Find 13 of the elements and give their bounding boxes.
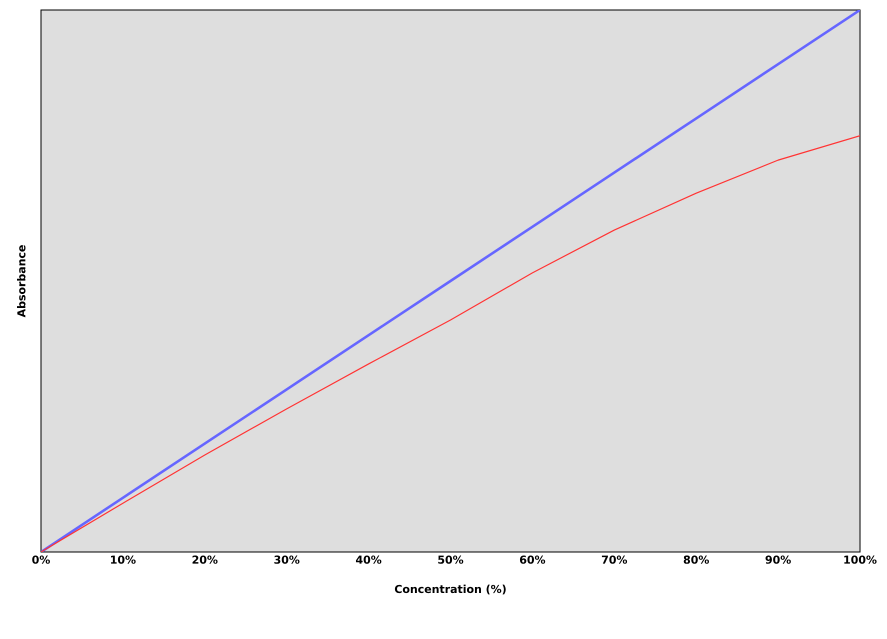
x-axis-title: Concentration (%): [394, 584, 506, 594]
y-axis-title: Absorbance: [17, 245, 26, 318]
x-tick-label: 100%: [844, 556, 877, 564]
x-tick-label: 10%: [111, 556, 136, 564]
x-tick-label: 90%: [766, 556, 791, 564]
x-tick-label: 80%: [684, 556, 709, 564]
x-tick-label: 50%: [438, 556, 464, 564]
x-tick-label: 30%: [274, 556, 300, 564]
x-tick-label: 0%: [32, 556, 50, 564]
x-tick-label: 40%: [356, 556, 382, 564]
x-tick-label: 20%: [192, 556, 218, 564]
x-tick-label: 70%: [602, 556, 628, 564]
x-tick-label: 60%: [520, 556, 546, 564]
